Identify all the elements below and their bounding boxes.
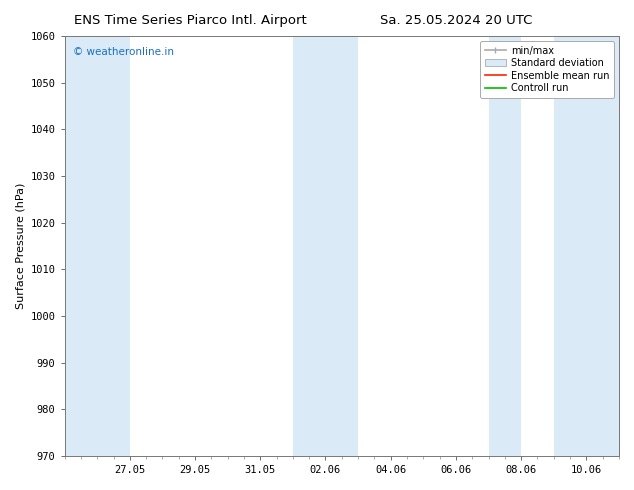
Text: © weatheronline.in: © weatheronline.in: [73, 47, 174, 57]
Bar: [293, 36, 358, 456]
Bar: [553, 36, 619, 456]
Legend: min/max, Standard deviation, Ensemble mean run, Controll run: min/max, Standard deviation, Ensemble me…: [480, 41, 614, 98]
Bar: [65, 36, 130, 456]
Bar: [489, 36, 521, 456]
Text: ENS Time Series Piarco Intl. Airport: ENS Time Series Piarco Intl. Airport: [74, 14, 307, 27]
Y-axis label: Surface Pressure (hPa): Surface Pressure (hPa): [15, 183, 25, 309]
Text: Sa. 25.05.2024 20 UTC: Sa. 25.05.2024 20 UTC: [380, 14, 533, 27]
